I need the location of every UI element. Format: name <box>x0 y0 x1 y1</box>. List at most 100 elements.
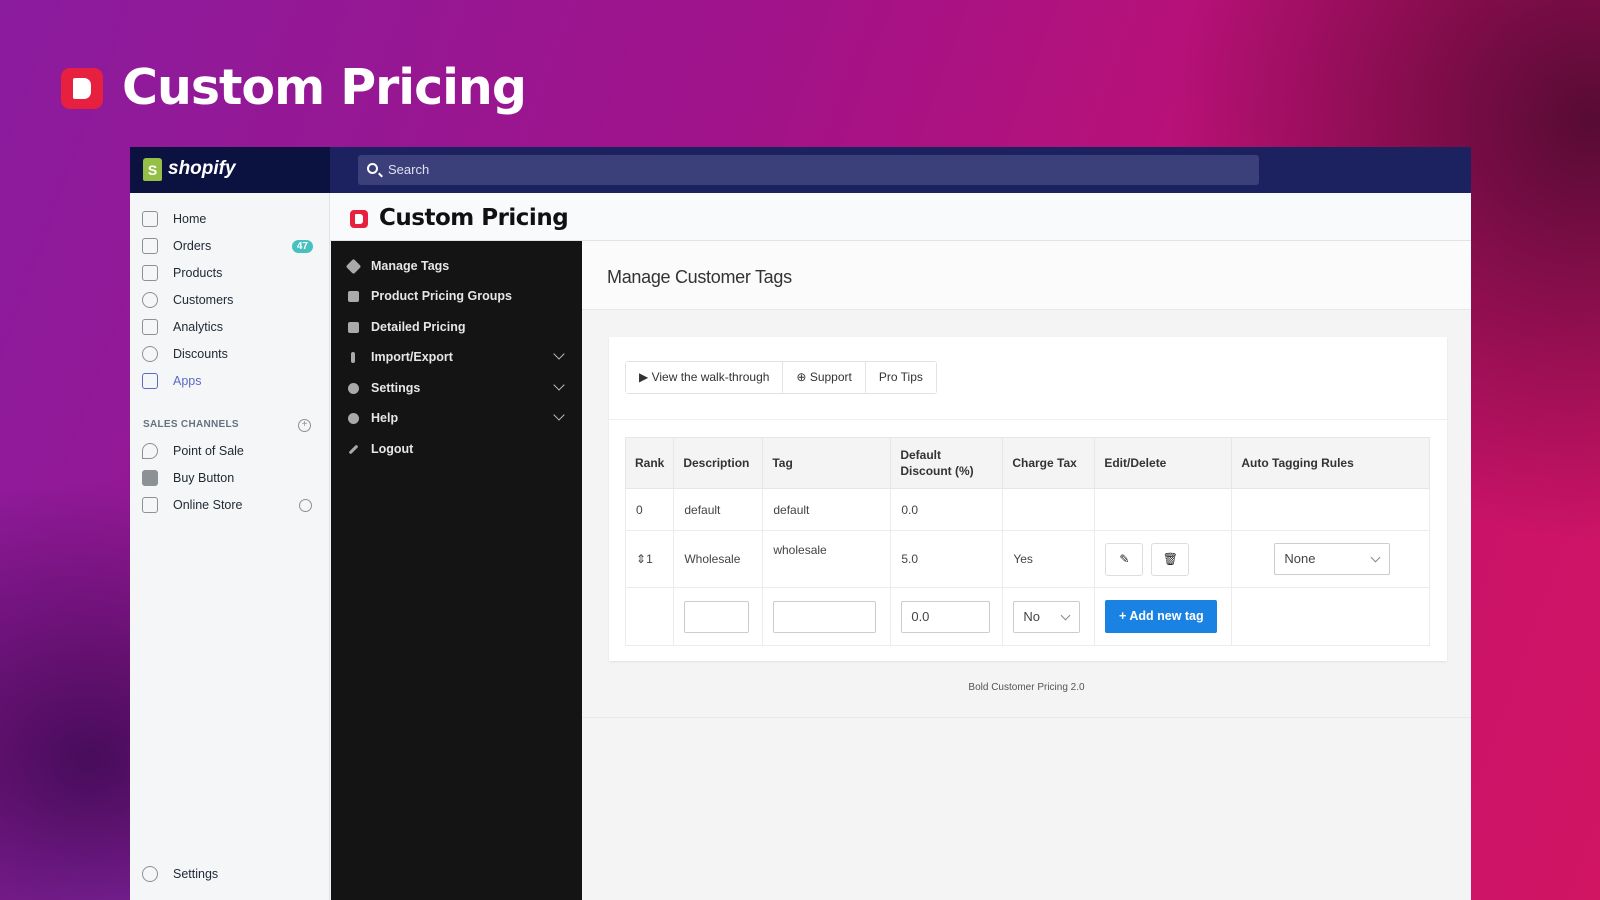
tag-icon <box>345 258 362 275</box>
page-title: Manage Customer Tags <box>607 267 792 287</box>
tag-cell: wholesale <box>762 530 892 588</box>
sidebar-item-orders[interactable]: Orders 47 <box>130 233 330 260</box>
sidebar-item-point-of-sale[interactable]: Point of Sale <box>130 438 330 465</box>
sidebar-item-customers[interactable]: Customers <box>130 287 330 314</box>
new-tag-row: 0.0 No + Add new tag <box>624 587 1430 646</box>
tag-cell <box>762 587 892 646</box>
key-icon <box>348 444 359 455</box>
sidebar-item-settings[interactable]: Settings <box>130 861 330 888</box>
tag-icon <box>142 265 158 281</box>
tag-cell: default <box>762 488 892 531</box>
tag-input[interactable] <box>773 600 877 633</box>
tax-cell: Yes <box>1002 530 1096 588</box>
chevron-down-icon[interactable] <box>553 409 565 421</box>
rank-cell: 0 <box>624 488 675 531</box>
trash-icon: 🗑 <box>1162 551 1178 566</box>
menu-item-settings[interactable]: Settings <box>331 373 582 403</box>
description-cell: Wholesale <box>673 530 764 588</box>
question-icon <box>348 413 359 424</box>
apps-icon <box>142 373 158 389</box>
customer-tags-table: Rank Description Tag Default Discount (%… <box>624 437 1430 646</box>
eye-icon[interactable] <box>299 499 312 512</box>
help-button-group: ▶ View the walk-through ⊕ Support Pro Ti… <box>625 361 937 394</box>
delete-button[interactable]: 🗑 <box>1151 542 1190 576</box>
sidebar-item-apps[interactable]: Apps <box>130 368 330 395</box>
gear-icon <box>348 383 359 394</box>
col-tag: Tag <box>762 437 892 489</box>
rank-cell[interactable]: ⇕1 <box>624 530 675 588</box>
description-cell <box>673 587 764 646</box>
sidebar-item-products[interactable]: Products <box>130 260 330 287</box>
rank-cell <box>624 587 675 646</box>
discount-cell: 5.0 <box>890 530 1004 588</box>
auto-tagging-cell: None <box>1231 530 1430 588</box>
home-icon <box>142 211 158 227</box>
menu-item-manage-tags[interactable]: Manage Tags <box>331 251 582 281</box>
gear-icon <box>142 866 158 882</box>
arrows-icon <box>351 352 355 363</box>
menu-item-help[interactable]: Help <box>331 403 582 433</box>
walkthrough-button[interactable]: ▶ View the walk-through <box>626 362 784 393</box>
edit-button[interactable]: ✎ <box>1105 542 1144 576</box>
sidebar-item-home[interactable]: Home <box>130 206 330 233</box>
search-input[interactable]: Search <box>358 155 1259 185</box>
play-icon: ▶ <box>639 370 649 384</box>
app-title-bar: Custom Pricing <box>330 193 1471 241</box>
footer-text: Bold Customer Pricing 2.0 <box>968 682 1085 693</box>
store-icon <box>142 497 158 513</box>
table-row: ⇕1 Wholesale wholesale 5.0 Yes ✎ 🗑 None <box>624 530 1430 588</box>
content-header: Manage Customer Tags <box>582 241 1471 310</box>
app-menu: Manage Tags Product Pricing Groups Detai… <box>331 241 582 900</box>
tags-card: ▶ View the walk-through ⊕ Support Pro Ti… <box>609 337 1447 661</box>
discount-cell: 0.0 <box>890 587 1004 646</box>
chevron-down-icon[interactable] <box>553 348 565 360</box>
sales-channels-heading: SALES CHANNELS <box>143 419 239 430</box>
actions-cell: + Add new tag <box>1094 587 1233 646</box>
sidebar-item-online-store[interactable]: Online Store <box>130 492 330 519</box>
app-title: Custom Pricing <box>379 205 569 231</box>
add-new-tag-button[interactable]: + Add new tag <box>1105 600 1218 633</box>
lifebuoy-icon: ⊕ <box>796 370 807 384</box>
main-content: Manage Customer Tags ▶ View the walk-thr… <box>582 241 1471 900</box>
code-icon <box>142 470 158 486</box>
bold-logo <box>61 68 103 109</box>
description-cell: default <box>673 488 764 531</box>
add-channel-icon[interactable]: + <box>298 419 311 432</box>
search-icon <box>367 163 378 174</box>
menu-item-detailed-pricing[interactable]: Detailed Pricing <box>331 312 582 342</box>
support-button[interactable]: ⊕ Support <box>783 362 866 393</box>
sidebar-item-buy-button[interactable]: Buy Button <box>130 465 330 492</box>
discount-icon <box>142 346 158 362</box>
description-input[interactable] <box>684 600 750 633</box>
pencil-icon: ✎ <box>1119 551 1130 566</box>
hero-title: Custom Pricing <box>122 59 527 116</box>
menu-item-logout[interactable]: Logout <box>331 434 582 464</box>
shopify-bag-icon: S <box>143 158 162 181</box>
plus-icon: + <box>1119 609 1127 623</box>
table-header-row: Rank Description Tag Default Discount (%… <box>624 437 1430 489</box>
actions-cell: ✎ 🗑 <box>1094 530 1233 588</box>
person-icon <box>142 292 158 308</box>
col-auto-tagging: Auto Tagging Rules <box>1231 437 1430 489</box>
discount-input[interactable]: 0.0 <box>901 600 991 633</box>
col-edit-delete: Edit/Delete <box>1094 437 1233 489</box>
sort-handle-icon[interactable]: ⇕ <box>636 552 647 566</box>
menu-item-import-export[interactable]: Import/Export <box>331 342 582 372</box>
col-description: Description <box>673 437 764 489</box>
chevron-down-icon[interactable] <box>553 379 565 391</box>
sliders-icon <box>348 322 359 333</box>
bar-chart-icon <box>142 319 158 335</box>
sidebar-item-discounts[interactable]: Discounts <box>130 341 330 368</box>
pro-tips-button[interactable]: Pro Tips <box>865 362 936 393</box>
menu-item-product-pricing-groups[interactable]: Product Pricing Groups <box>331 281 582 311</box>
col-charge-tax: Charge Tax <box>1002 437 1096 489</box>
auto-tagging-cell <box>1231 587 1430 646</box>
auto-tagging-select[interactable]: None <box>1274 543 1391 575</box>
tax-cell <box>1002 488 1096 531</box>
col-rank: Rank <box>624 437 675 489</box>
sidebar-item-analytics[interactable]: Analytics <box>130 314 330 341</box>
charge-tax-select[interactable]: No <box>1013 600 1081 633</box>
